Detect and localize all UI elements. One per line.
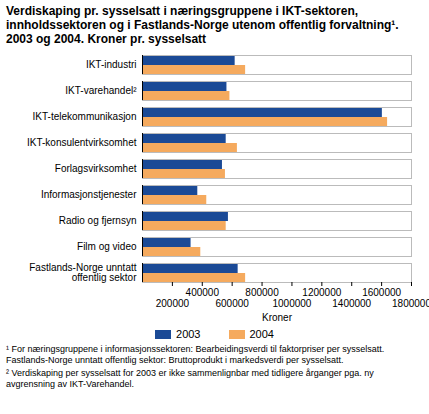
html-text:2003: 2003: [176, 328, 201, 340]
html-text:² Verdiskaping per sysselsatt: ² Verdiskaping per sysselsatt for 2003 e…: [6, 368, 374, 389]
svg-text:IKT-telekommunikasjon: IKT-telekommunikasjon: [33, 111, 137, 122]
svg-text:400000: 400000: [186, 287, 220, 298]
svg-text:IKT-varehandel²: IKT-varehandel²: [65, 85, 137, 96]
svg-text:800000: 800000: [245, 287, 279, 298]
svg-text:1600000: 1600000: [362, 287, 401, 298]
html-text:Verdiskaping pr. sysselsatt i: Verdiskaping pr. sysselsatt i næringsgru…: [6, 4, 399, 46]
svg-text:Radio og fjernsyn: Radio og fjernsyn: [59, 215, 137, 226]
svg-text:1200000: 1200000: [302, 287, 341, 298]
html-text:¹ For næringsgruppene i inform: ¹ For næringsgruppene i informasjonssekt…: [6, 344, 385, 365]
svg-text:Film og video: Film og video: [77, 241, 137, 252]
svg-text:600000: 600000: [215, 298, 249, 309]
svg-text:1800000: 1800000: [392, 298, 429, 309]
svg-text:IKT-konsulentvirksomhet: IKT-konsulentvirksomhet: [27, 137, 137, 148]
svg-text:Kroner: Kroner: [262, 312, 293, 323]
html-text:2004: 2004: [249, 328, 274, 340]
svg-text:Forlagsvirksomhet: Forlagsvirksomhet: [55, 163, 137, 174]
svg-text:200000: 200000: [156, 298, 190, 309]
svg-text:1400000: 1400000: [332, 298, 371, 309]
svg-text:1000000: 1000000: [272, 298, 311, 309]
svg-text:IKT-industri: IKT-industri: [86, 59, 137, 70]
svg-text:Fastlands-Norge unntattoffentl: Fastlands-Norge unntattoffentlig sektor: [29, 262, 137, 283]
svg-text:Informasjonstjenester: Informasjonstjenester: [41, 189, 137, 200]
